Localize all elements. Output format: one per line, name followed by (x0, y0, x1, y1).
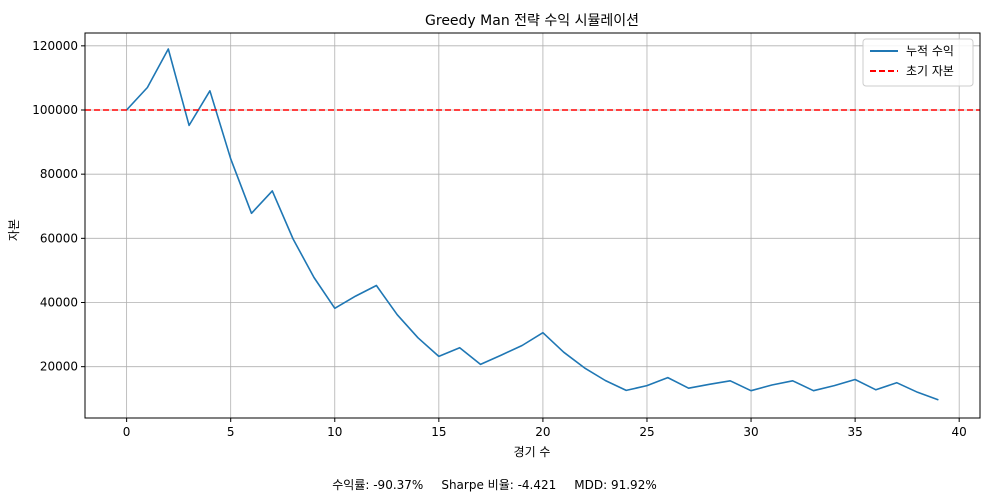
series-line-cumulative (126, 48, 939, 401)
legend-label-cumulative: 누적 수익 (906, 44, 954, 58)
y-tick-label: 120000 (32, 39, 78, 53)
y-axis: 20000 40000 60000 80000 100000 120000 (32, 39, 85, 374)
y-tick-label: 40000 (40, 296, 78, 310)
line-chart: Greedy Man 전략 수익 시뮬레이션 0 5 10 15 20 25 30 35 40 … (7, 13, 981, 459)
y-tick-label: 60000 (40, 231, 78, 245)
x-tick-label: 30 (743, 425, 758, 439)
x-tick-label: 0 (123, 425, 131, 439)
y-axis-label: 자본 (7, 219, 21, 241)
plot-frame (84, 32, 981, 419)
mdd-stat: MDD: 91.92% (574, 478, 657, 492)
y-tick-label: 20000 (40, 360, 78, 374)
legend: 누적 수익 초기 자본 (862, 38, 974, 87)
y-tick-label: 80000 (40, 167, 78, 181)
legend-label-initial: 초기 자본 (906, 64, 954, 78)
x-axis-label: 경기 수 (514, 445, 551, 459)
stats-line: 수익률: -90.37% Sharpe 비율: -4.421 MDD: 91.92% (0, 476, 989, 493)
x-tick-label: 25 (639, 425, 654, 439)
x-tick-label: 40 (952, 425, 967, 439)
x-axis: 0 5 10 15 20 25 30 35 40 (123, 418, 967, 439)
chart-title: Greedy Man 전략 수익 시뮬레이션 (425, 13, 639, 29)
x-tick-label: 15 (431, 425, 446, 439)
sharpe-stat: Sharpe 비율: -4.421 (441, 478, 557, 492)
grid (85, 33, 980, 418)
return-stat: 수익률: -90.37% (332, 478, 424, 492)
plot-lines (85, 48, 980, 401)
x-tick-label: 35 (847, 425, 862, 439)
x-tick-label: 10 (327, 425, 342, 439)
x-tick-label: 5 (227, 425, 235, 439)
y-tick-label: 100000 (32, 103, 78, 117)
x-tick-label: 20 (535, 425, 550, 439)
